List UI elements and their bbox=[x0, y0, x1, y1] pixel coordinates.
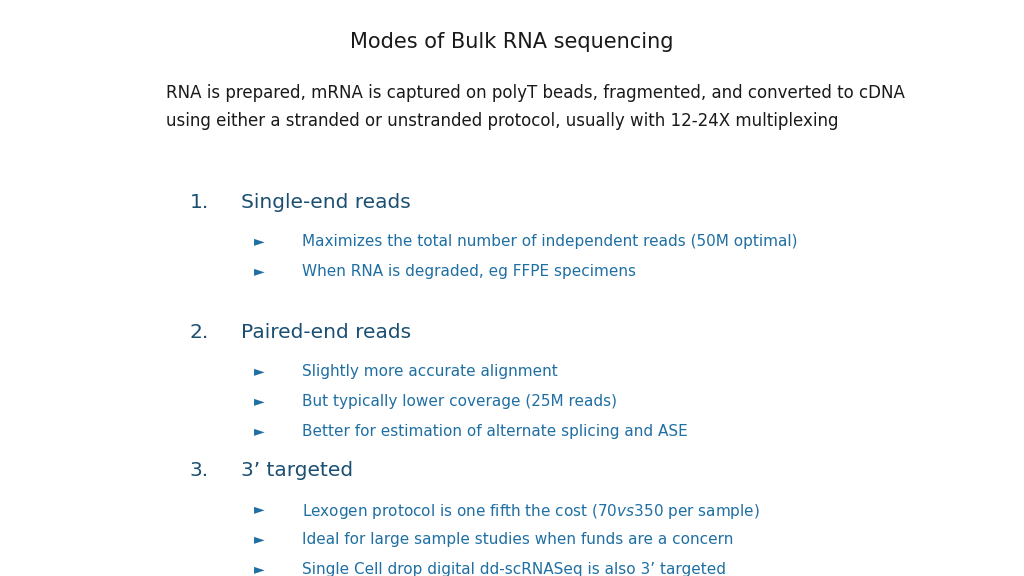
Text: Maximizes the total number of independent reads (50M optimal): Maximizes the total number of independen… bbox=[302, 234, 798, 249]
Text: 3.: 3. bbox=[189, 461, 209, 480]
Text: Single Cell drop digital dd-scRNASeq is also 3’ targeted: Single Cell drop digital dd-scRNASeq is … bbox=[302, 562, 726, 576]
Text: ►: ► bbox=[254, 502, 264, 516]
Text: ►: ► bbox=[254, 394, 264, 408]
Text: ►: ► bbox=[254, 562, 264, 576]
Text: But typically lower coverage (25M reads): But typically lower coverage (25M reads) bbox=[302, 394, 617, 409]
Text: Better for estimation of alternate splicing and ASE: Better for estimation of alternate splic… bbox=[302, 424, 688, 439]
Text: ►: ► bbox=[254, 264, 264, 278]
Text: Ideal for large sample studies when funds are a concern: Ideal for large sample studies when fund… bbox=[302, 532, 733, 547]
Text: ►: ► bbox=[254, 234, 264, 248]
Text: 3’ targeted: 3’ targeted bbox=[241, 461, 352, 480]
Text: ►: ► bbox=[254, 364, 264, 378]
Text: Single-end reads: Single-end reads bbox=[241, 193, 411, 212]
Text: using either a stranded or unstranded protocol, usually with 12-24X multiplexing: using either a stranded or unstranded pr… bbox=[166, 112, 839, 130]
Text: ►: ► bbox=[254, 532, 264, 546]
Text: ►: ► bbox=[254, 424, 264, 438]
Text: 1.: 1. bbox=[189, 193, 209, 212]
Text: Lexogen protocol is one fifth the cost ($70 vs $350 per sample): Lexogen protocol is one fifth the cost (… bbox=[302, 502, 760, 521]
Text: RNA is prepared, mRNA is captured on polyT beads, fragmented, and converted to c: RNA is prepared, mRNA is captured on pol… bbox=[166, 84, 905, 101]
Text: Paired-end reads: Paired-end reads bbox=[241, 323, 411, 342]
Text: When RNA is degraded, eg FFPE specimens: When RNA is degraded, eg FFPE specimens bbox=[302, 264, 636, 279]
Text: Slightly more accurate alignment: Slightly more accurate alignment bbox=[302, 364, 558, 379]
Text: Modes of Bulk RNA sequencing: Modes of Bulk RNA sequencing bbox=[350, 32, 674, 52]
Text: 2.: 2. bbox=[189, 323, 209, 342]
